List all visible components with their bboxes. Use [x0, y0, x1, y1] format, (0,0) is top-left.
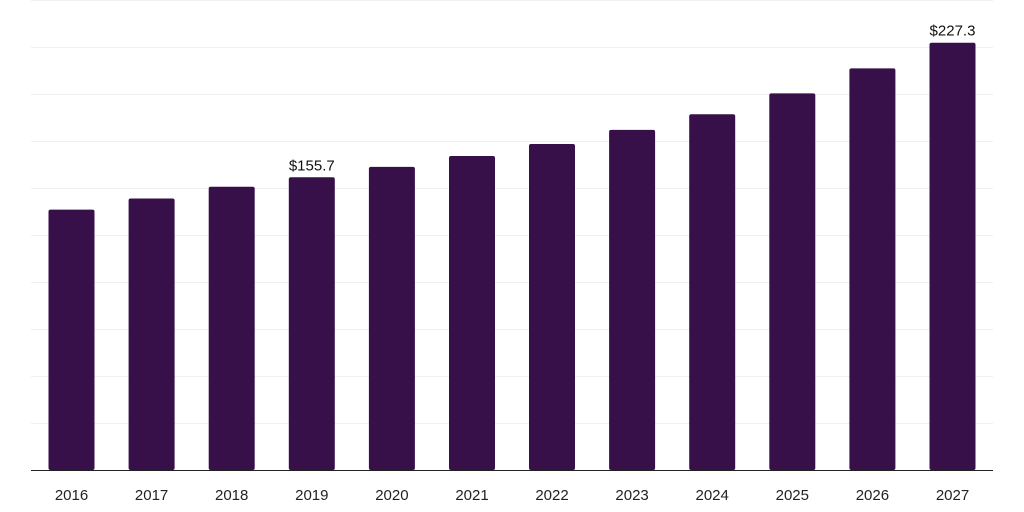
x-tick-label-2017: 2017: [135, 487, 168, 504]
x-tick-label-2023: 2023: [615, 487, 648, 504]
x-tick-label-2024: 2024: [696, 487, 729, 504]
x-tick-label-2026: 2026: [856, 487, 889, 504]
bar-2019[interactable]: [288, 177, 335, 471]
x-tick-label-2022: 2022: [535, 487, 568, 504]
bar-2026[interactable]: [849, 68, 896, 471]
x-tick-label-2021: 2021: [455, 487, 488, 504]
bar-2021[interactable]: [449, 156, 495, 470]
x-tick-label-2025: 2025: [776, 487, 809, 504]
data-labels: $155.7 $227.3: [289, 23, 976, 175]
x-tick-label-2019: 2019: [295, 487, 328, 504]
data-label-2019: $155.7: [289, 157, 335, 174]
bar-2017[interactable]: [128, 198, 175, 471]
bars: [48, 42, 976, 471]
bar-2022[interactable]: [529, 144, 575, 470]
bar-2016[interactable]: [48, 209, 95, 470]
bar-2018[interactable]: [208, 186, 255, 470]
x-tick-label-2018: 2018: [215, 487, 248, 504]
x-tick-label-2020: 2020: [375, 487, 408, 504]
bar-2023[interactable]: [609, 129, 656, 470]
x-tick-labels: 2016 2017 2018 2019 2020 2021 2022 2023 2024 2025…: [55, 487, 969, 504]
data-label-2027: $227.3: [930, 23, 976, 40]
x-tick-label-2016: 2016: [55, 487, 88, 504]
bar-2025[interactable]: [769, 93, 816, 471]
bar-2027[interactable]: [929, 42, 976, 470]
x-tick-label-2027: 2027: [936, 487, 969, 504]
bar-2024[interactable]: [689, 114, 736, 471]
gridlines: [31, 0, 993, 424]
bar-2020[interactable]: [368, 166, 415, 470]
